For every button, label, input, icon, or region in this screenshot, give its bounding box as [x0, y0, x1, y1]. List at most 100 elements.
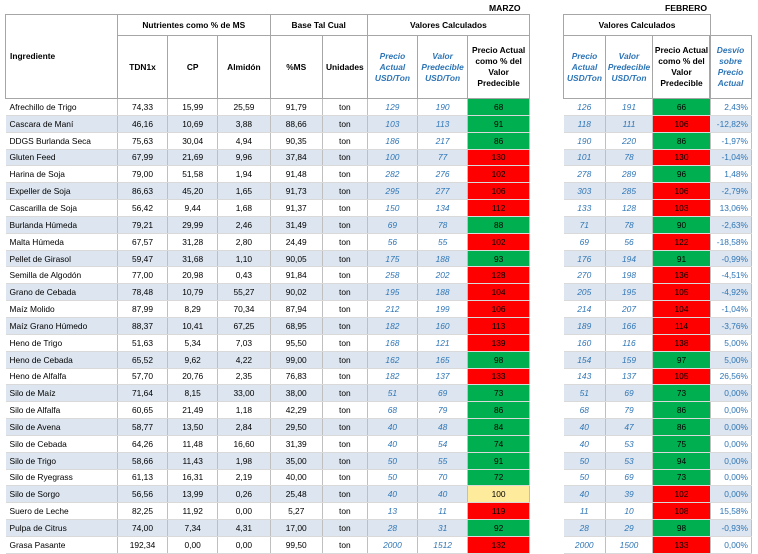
cp-cell: 10,69 — [167, 115, 219, 133]
precio-actual-cell: 186 — [367, 132, 419, 150]
cp-cell: 10,79 — [167, 283, 219, 302]
precio-pct-cell: 91 — [467, 452, 530, 470]
table-row: -18,58% — [709, 233, 752, 251]
precio-pct-feb-cell: 105 — [652, 283, 711, 302]
cp-cell: 13,50 — [167, 418, 219, 436]
cp-cell: 20,76 — [167, 368, 219, 386]
valor-predecible-feb-cell: 137 — [605, 368, 653, 386]
precio-actual-cell: 168 — [367, 334, 419, 352]
precio-pct-cell: 102 — [467, 233, 530, 251]
ingredient-name: Cascara de Maní — [5, 115, 118, 133]
valor-predecible-feb-cell: 289 — [605, 165, 653, 184]
tdn-cell: 74,00 — [117, 519, 169, 537]
almidon-cell: 4,31 — [217, 519, 271, 537]
table-row: Silo de Alfalfa 60,65 21,49 1,18 42,29 ton 68 7… — [5, 401, 530, 420]
precio-pct-feb-cell: 73 — [652, 384, 711, 403]
ingredient-name: Silo de Cebada — [5, 435, 118, 453]
precio-actual-feb-cell: 176 — [563, 250, 606, 268]
almidon-cell: 2,80 — [217, 233, 271, 251]
unidades-cell: ton — [322, 368, 368, 386]
precio-actual-cell: 212 — [367, 300, 419, 318]
desvio-cell: 2,43% — [709, 98, 752, 116]
table-row: -4,51% — [709, 266, 752, 285]
unidades-cell: ton — [322, 469, 368, 487]
valor-predecible-cell: 190 — [417, 98, 469, 116]
valor-predecible-feb-cell: 116 — [605, 334, 653, 352]
tdn-cell: 65,52 — [117, 351, 169, 369]
precio-pct-cell: 119 — [467, 502, 530, 521]
tdn-cell: 58,66 — [117, 452, 169, 470]
almidon-cell: 0,26 — [217, 485, 271, 504]
valor-predecible-feb-cell: 29 — [605, 519, 653, 537]
unidades-cell: ton — [322, 283, 368, 302]
table-row: 303 285 106 — [563, 182, 711, 201]
tdn-cell: 67,57 — [117, 233, 169, 251]
valor-predecible-feb-cell: 194 — [605, 250, 653, 268]
precio-pct-cell: 74 — [467, 435, 530, 453]
ingredient-name: Silo de Alfalfa — [5, 401, 118, 420]
table-row: Silo de Trigo 58,66 11,43 1,98 35,00 ton 50 55 9… — [5, 452, 530, 470]
valor-predecible-feb-cell: 191 — [605, 98, 653, 116]
unidades-cell: ton — [322, 132, 368, 150]
almidon-cell: 67,25 — [217, 317, 271, 335]
tdn-cell: 71,64 — [117, 384, 169, 403]
unidades-cell: ton — [322, 435, 368, 453]
desvio-cell: -0,99% — [709, 250, 752, 268]
almidon-cell: 2,46 — [217, 216, 271, 234]
ingredient-name: DDGS Burlanda Seca — [5, 132, 118, 150]
table-row: 160 116 138 — [563, 334, 711, 352]
desvio-cell: -4,92% — [709, 283, 752, 302]
table-row: 0,00% — [709, 469, 752, 487]
ingredient-name: Burlanda Húmeda — [5, 216, 118, 234]
almidon-cell: 0,00 — [217, 502, 271, 521]
valor-predecible-feb-cell: 195 — [605, 283, 653, 302]
header-precio-actual-feb: Precio Actual USD/Ton — [563, 35, 606, 99]
cp-cell: 9,44 — [167, 199, 219, 217]
cp-cell: 31,28 — [167, 233, 219, 251]
precio-actual-feb-cell: 50 — [563, 469, 606, 487]
table-row: 205 195 105 — [563, 283, 711, 302]
precio-pct-cell: 86 — [467, 132, 530, 150]
table-row: Harina de Soja 79,00 51,58 1,94 91,48 ton 282 2… — [5, 165, 530, 184]
desvio-cell: 5,00% — [709, 351, 752, 369]
precio-actual-feb-cell: 71 — [563, 216, 606, 234]
header-ingrediente: Ingrediente — [5, 14, 118, 99]
ingredient-name: Maíz Grano Húmedo — [5, 317, 118, 335]
precio-pct-cell: 84 — [467, 418, 530, 436]
valor-predecible-feb-cell: 198 — [605, 266, 653, 285]
precio-actual-feb-cell: 40 — [563, 485, 606, 504]
valor-predecible-feb-cell: 111 — [605, 115, 653, 133]
desvio-cell: -18,58% — [709, 233, 752, 251]
precio-actual-cell: 40 — [367, 418, 419, 436]
precio-pct-cell: 133 — [467, 368, 530, 386]
precio-pct-cell: 128 — [467, 266, 530, 285]
table-row: 26,56% — [709, 368, 752, 386]
precio-actual-feb-cell: 160 — [563, 334, 606, 352]
valor-predecible-cell: 55 — [417, 452, 469, 470]
table-row: -1,04% — [709, 300, 752, 318]
valor-predecible-cell: 202 — [417, 266, 469, 285]
precio-actual-cell: 295 — [367, 182, 419, 201]
table-row: -2,63% — [709, 216, 752, 234]
precio-pct-feb-cell: 136 — [652, 266, 711, 285]
precio-actual-cell: 103 — [367, 115, 419, 133]
almidon-cell: 1,65 — [217, 182, 271, 201]
header-almidon: Almidón — [217, 35, 271, 99]
table-row: 15,58% — [709, 502, 752, 521]
cp-cell: 51,58 — [167, 165, 219, 184]
ingredient-name: Silo de Sorgo — [5, 485, 118, 504]
tdn-cell: 79,00 — [117, 165, 169, 184]
precio-actual-cell: 150 — [367, 199, 419, 217]
ingredient-name: Semilla de Algodón — [5, 266, 118, 285]
desvio-cell: -1,97% — [709, 132, 752, 150]
precio-pct-feb-cell: 105 — [652, 368, 711, 386]
desvio-cell: -1,04% — [709, 149, 752, 167]
almidon-cell: 7,03 — [217, 334, 271, 352]
table-row: 101 78 130 — [563, 149, 711, 167]
desvio-cell: 1,48% — [709, 165, 752, 184]
unidades-cell: ton — [322, 334, 368, 352]
valor-predecible-cell: 11 — [417, 502, 469, 521]
table-row: 0,00% — [709, 435, 752, 453]
table-row: 190 220 86 — [563, 132, 711, 150]
valor-predecible-cell: 1512 — [417, 536, 469, 554]
